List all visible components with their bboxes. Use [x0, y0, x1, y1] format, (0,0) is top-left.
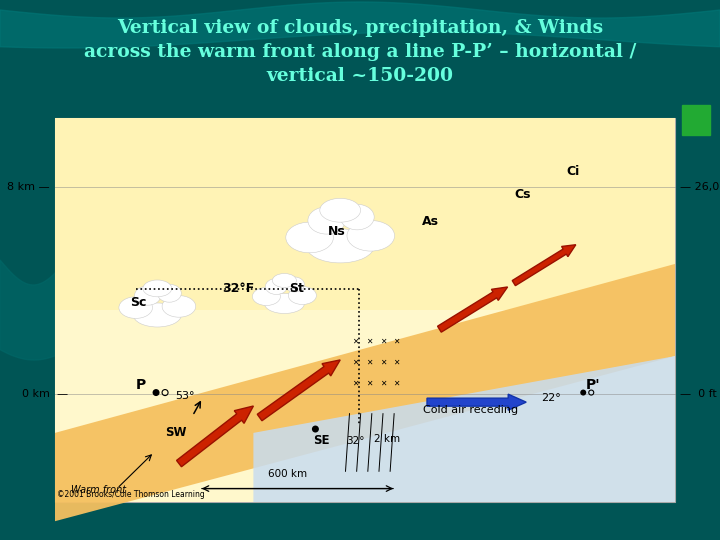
Bar	[682, 105, 710, 135]
Circle shape	[580, 389, 586, 396]
Polygon shape	[55, 118, 675, 502]
Text: P: P	[135, 378, 145, 392]
Text: ✕: ✕	[366, 357, 372, 366]
Ellipse shape	[135, 286, 161, 305]
FancyArrow shape	[512, 245, 576, 286]
Text: ✕: ✕	[353, 336, 359, 345]
Polygon shape	[0, 235, 200, 360]
Text: Sc: Sc	[130, 296, 147, 309]
Ellipse shape	[272, 273, 297, 287]
Ellipse shape	[266, 279, 287, 294]
Text: Cold air receding: Cold air receding	[423, 405, 518, 415]
Polygon shape	[0, 2, 720, 48]
Ellipse shape	[133, 303, 181, 327]
FancyArrow shape	[438, 287, 508, 332]
Text: 22°: 22°	[541, 393, 561, 403]
Text: SW: SW	[165, 427, 186, 440]
Text: 53°: 53°	[176, 392, 195, 401]
Text: 2 km: 2 km	[374, 434, 400, 444]
Text: As: As	[422, 215, 438, 228]
Text: Ns: Ns	[328, 225, 346, 238]
Text: —  0 ft: — 0 ft	[680, 389, 716, 400]
Bar	[55, 118, 675, 502]
Text: ✕: ✕	[366, 336, 372, 345]
Text: ✕: ✕	[366, 379, 372, 388]
Text: ✕: ✕	[393, 336, 400, 345]
Ellipse shape	[143, 280, 171, 297]
Polygon shape	[55, 264, 675, 521]
Text: ✕: ✕	[379, 357, 386, 366]
Text: —: —	[50, 389, 68, 400]
Ellipse shape	[162, 295, 196, 317]
Text: ✕: ✕	[393, 379, 400, 388]
Text: 32°: 32°	[346, 436, 365, 446]
Text: 32°F: 32°F	[222, 282, 254, 295]
Ellipse shape	[157, 284, 181, 302]
Ellipse shape	[264, 293, 305, 314]
FancyArrow shape	[427, 394, 526, 410]
Ellipse shape	[320, 198, 361, 222]
Ellipse shape	[340, 204, 374, 230]
Ellipse shape	[306, 229, 374, 263]
Text: 600 km: 600 km	[268, 469, 307, 478]
Ellipse shape	[119, 297, 153, 319]
Polygon shape	[253, 356, 675, 502]
Text: 8 km —: 8 km —	[7, 182, 50, 192]
Ellipse shape	[308, 207, 346, 234]
Text: ✕: ✕	[353, 379, 359, 388]
Text: ✕: ✕	[393, 357, 400, 366]
Ellipse shape	[284, 277, 305, 292]
Text: SE: SE	[313, 434, 330, 447]
Text: ©2001 Brooks/Cole Thomson Learning: ©2001 Brooks/Cole Thomson Learning	[57, 490, 204, 499]
Ellipse shape	[289, 287, 316, 305]
Ellipse shape	[347, 220, 395, 251]
Circle shape	[153, 389, 160, 396]
Polygon shape	[55, 118, 675, 310]
Circle shape	[312, 426, 319, 433]
Text: ✕: ✕	[379, 379, 386, 388]
Text: Warm front: Warm front	[71, 485, 126, 496]
FancyArrow shape	[257, 360, 340, 421]
Text: P': P'	[586, 378, 600, 392]
Text: St: St	[289, 282, 305, 295]
Ellipse shape	[286, 222, 333, 253]
Text: Vertical view of clouds, precipitation, & Winds
across the warm front along a li: Vertical view of clouds, precipitation, …	[84, 19, 636, 85]
Text: Cs: Cs	[515, 188, 531, 201]
Text: — 26,000 ft: — 26,000 ft	[680, 182, 720, 192]
Text: 0 km: 0 km	[22, 389, 50, 400]
Text: ✕: ✕	[353, 357, 359, 366]
Ellipse shape	[253, 287, 280, 306]
Text: Ci: Ci	[566, 165, 580, 178]
Text: ✕: ✕	[379, 336, 386, 345]
FancyArrow shape	[176, 406, 253, 467]
